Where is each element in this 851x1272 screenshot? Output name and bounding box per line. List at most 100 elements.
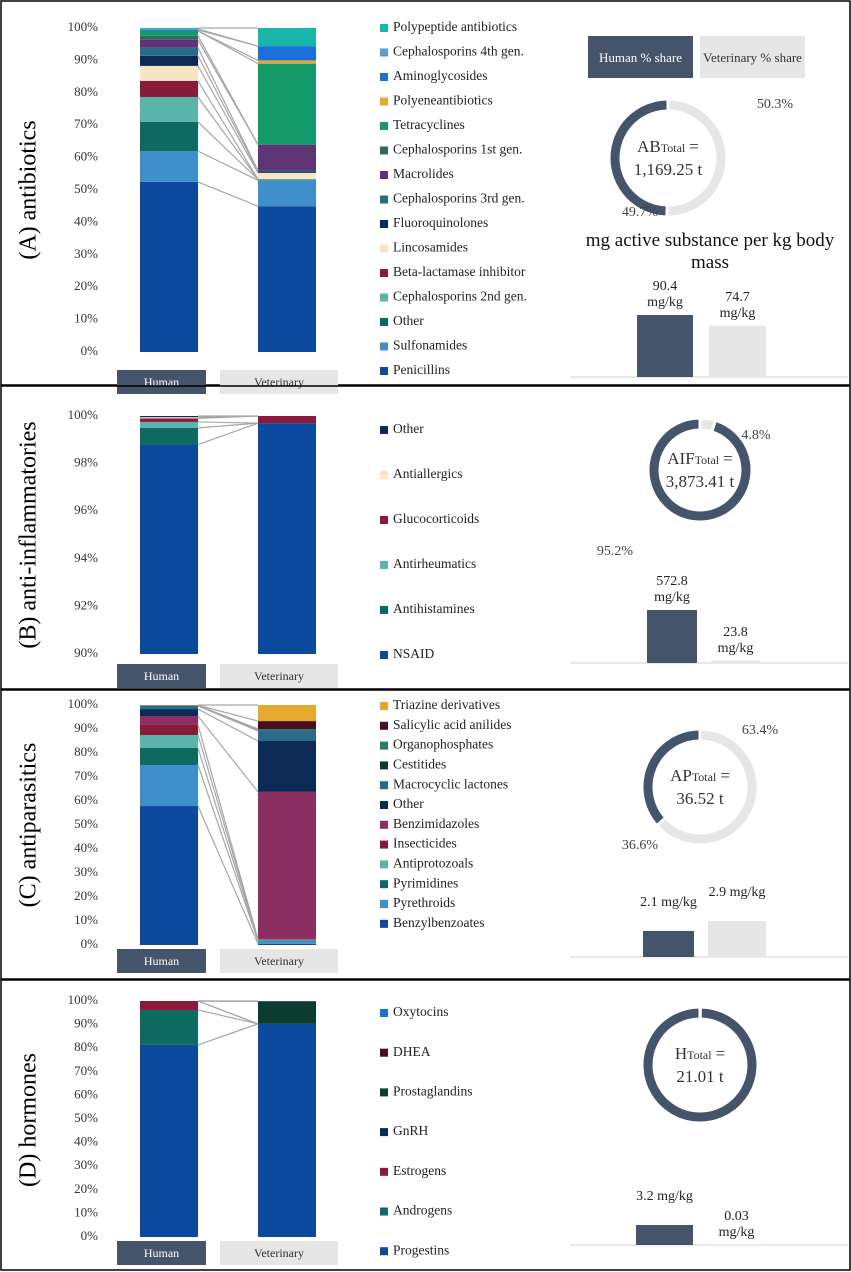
bar-segment <box>140 151 198 182</box>
donut-segment <box>640 727 702 828</box>
bar-segment <box>258 705 316 722</box>
bar-segment <box>258 28 316 47</box>
y-tick-label: 60% <box>74 1086 98 1101</box>
connector <box>197 708 259 742</box>
center-subscript: Total <box>694 453 720 467</box>
legend-label: Prostaglandins <box>393 1083 473 1098</box>
center-operator: = <box>723 449 733 468</box>
legend-swatch <box>380 781 388 790</box>
legend-label: Triazine derivatives <box>393 697 500 712</box>
y-tick-label: 50% <box>74 1110 98 1125</box>
center-value: 1,169.25 t <box>633 160 703 179</box>
bar-segment <box>140 806 198 945</box>
bar-segment <box>140 97 198 122</box>
y-tick-label: 94% <box>74 550 98 565</box>
panel-border <box>0 385 851 690</box>
legend-swatch <box>380 1088 388 1097</box>
legend-swatch <box>380 342 388 351</box>
legend-swatch <box>380 48 388 57</box>
bar <box>711 660 760 663</box>
legend-swatch <box>380 840 388 849</box>
legend-swatch <box>380 820 388 829</box>
y-tick-label: 30% <box>74 864 98 879</box>
legend-swatch <box>380 721 388 730</box>
legend-label: Benzylbenzoates <box>393 915 484 930</box>
panel-label: (B) anti-inflammatories <box>16 421 42 648</box>
center-label: AP <box>670 766 692 785</box>
y-tick-label: 100% <box>68 407 99 422</box>
legend-swatch <box>380 1207 388 1216</box>
bar-value-label: 2.1 mg/kg <box>640 894 697 910</box>
legend-label: Insecticides <box>393 836 457 851</box>
connector <box>197 715 259 793</box>
connector <box>197 1000 259 1025</box>
bar-segment <box>258 730 316 731</box>
legend-label: Antiprotozoals <box>393 855 473 870</box>
y-tick-label: 60% <box>74 149 98 164</box>
bar-segment <box>140 28 198 29</box>
connector <box>197 422 259 446</box>
legend-swatch <box>380 367 388 375</box>
bar-segment <box>140 55 198 66</box>
legend-label: Cestitides <box>393 756 446 771</box>
legend-label: Benzimidazoles <box>393 816 479 831</box>
bar-segment <box>258 940 316 944</box>
x-tick-label: Human <box>144 669 179 683</box>
bar-segment <box>258 729 316 731</box>
bar-value-label: 2.9 mg/kg <box>708 885 766 900</box>
category-box <box>117 370 206 394</box>
legend-label: Macrolides <box>393 166 454 181</box>
legend-swatch <box>380 220 388 228</box>
legend-swatch <box>380 1009 388 1017</box>
y-tick-label: 90% <box>74 720 98 735</box>
legend-swatch <box>380 1048 388 1057</box>
bar-segment <box>140 421 198 428</box>
bar-segment <box>258 416 316 424</box>
legend-swatch <box>380 702 388 710</box>
connector <box>197 121 259 180</box>
x-tick-label: Human <box>144 954 179 968</box>
y-tick-label: 40% <box>74 213 98 228</box>
center-value: 21.01 t <box>676 1067 724 1086</box>
panel-border <box>0 979 851 1271</box>
donut-center: APTotal = 36.52 t <box>640 765 760 810</box>
y-tick-label: 80% <box>74 744 98 759</box>
legend-label: Oxytocins <box>393 1004 449 1019</box>
donut-value-label: 63.4% <box>742 723 779 738</box>
bar-segment <box>140 444 198 654</box>
legend-label: Tetracyclines <box>393 117 465 132</box>
legend-swatch <box>380 561 388 569</box>
y-tick-label: 20% <box>74 1181 98 1196</box>
legend-swatch <box>380 24 388 32</box>
connector <box>197 55 259 172</box>
legend-label: Beta-lactamase inhibitor <box>393 264 526 279</box>
legend-swatch <box>380 1247 388 1256</box>
legend-label: Fluoroquinolones <box>393 215 488 230</box>
legend-swatch <box>380 801 388 809</box>
y-tick-label: 70% <box>74 768 98 783</box>
legend-swatch <box>380 761 388 770</box>
bar-segment <box>140 747 198 765</box>
y-tick-label: 80% <box>74 1039 98 1054</box>
legend-swatch <box>380 880 388 889</box>
category-box <box>220 370 338 394</box>
legend-swatch <box>380 195 388 204</box>
bar-segment <box>258 730 316 741</box>
legend-label: Salicylic acid anilides <box>393 717 511 732</box>
legend-swatch <box>380 471 388 479</box>
y-tick-label: 0% <box>81 1228 99 1243</box>
panel-label: (D) hormones <box>16 1053 42 1187</box>
legend-label: Organophosphates <box>393 737 493 752</box>
category-box <box>117 1241 206 1265</box>
legend-swatch <box>380 516 388 524</box>
donut-value-label: 36.6% <box>622 838 659 853</box>
x-tick-label: Veterinary <box>254 954 304 968</box>
legend-swatch <box>380 606 388 614</box>
y-tick-label: 0% <box>81 343 99 358</box>
connector <box>197 1009 259 1025</box>
panel-label: (C) antiparasitics <box>16 743 42 908</box>
legend-label: Androgens <box>393 1203 452 1218</box>
donut-value-label: 4.8% <box>741 428 771 443</box>
connector <box>197 96 259 180</box>
y-tick-label: 70% <box>74 1063 98 1078</box>
